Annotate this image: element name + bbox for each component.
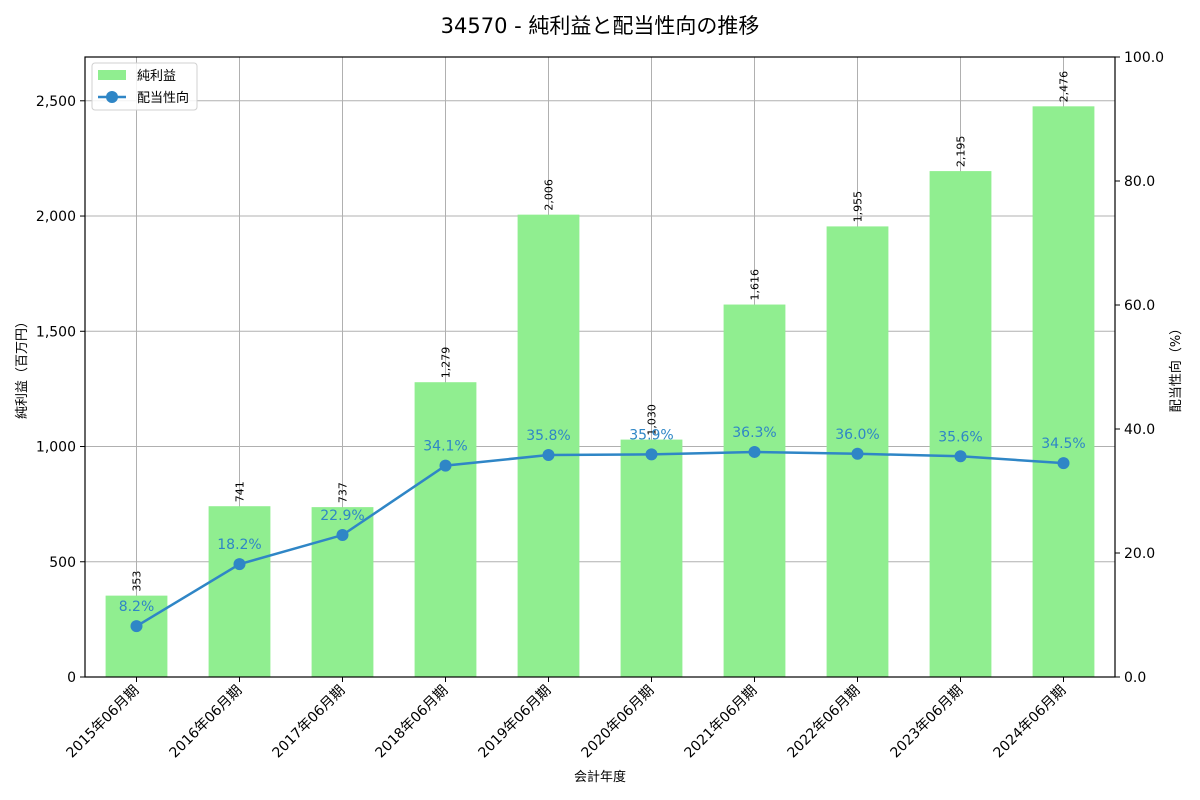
- line-marker: [1057, 457, 1070, 470]
- line-marker: [542, 449, 555, 462]
- line-series-payout-ratio: 8.2% 18.2% 22.9% 34.1% 35.8% 35.9% 36.3% 36.0% 3…: [119, 425, 1086, 633]
- line-marker: [954, 450, 967, 463]
- bar-series-net-income: 353 741 737 1,279 2,006 1,030 1,616 1,955 2,195 2…: [105, 71, 1095, 677]
- line-marker: [336, 529, 349, 542]
- y-tick-label: 1,500: [36, 324, 76, 340]
- line-marker: [645, 448, 658, 461]
- line-marker: [439, 459, 452, 472]
- y-tick-label: 1,000: [36, 440, 76, 456]
- bar: [517, 214, 580, 677]
- x-tick-label: 2015年06月期: [64, 683, 143, 762]
- y-tick-label: 500: [49, 555, 76, 571]
- bar: [620, 439, 683, 677]
- bar-value-label: 741: [234, 481, 247, 502]
- y2-tick-label: 60.0: [1124, 298, 1155, 314]
- line-value-label: 35.8%: [526, 428, 570, 444]
- y-axis-left: 0 500 1,000 1,500 2,000 2,500 純利益（百万円）: [15, 94, 85, 686]
- y-axis-label: 純利益（百万円）: [15, 315, 30, 419]
- bar-value-label: 1,279: [440, 347, 453, 379]
- x-axis: 2015年06月期 2016年06月期 2017年06月期 2018年06月期 2019…: [64, 677, 1070, 785]
- line-marker: [851, 447, 864, 460]
- legend-label-payout-ratio: 配当性向: [137, 90, 189, 106]
- legend-swatch-bar: [98, 70, 126, 80]
- line-marker: [233, 558, 246, 571]
- bar: [208, 506, 271, 677]
- legend-swatch-line: [106, 91, 118, 103]
- y-tick-label: 0: [67, 670, 76, 686]
- y2-tick-label: 0.0: [1124, 670, 1146, 686]
- bar-value-label: 737: [337, 482, 350, 503]
- x-tick-label: 2018年06月期: [373, 683, 452, 762]
- x-axis-label: 会計年度: [574, 769, 626, 785]
- x-tick-label: 2020年06月期: [579, 683, 658, 762]
- bar: [414, 382, 477, 677]
- bar-value-label: 1,955: [852, 191, 865, 223]
- y-axis-right: 0.0 20.0 40.0 60.0 80.0 100.0 配当性向（%）: [1115, 50, 1184, 686]
- chart-title: 34570 - 純利益と配当性向の推移: [440, 14, 760, 38]
- line-value-label: 18.2%: [217, 537, 261, 553]
- bar: [1032, 106, 1095, 677]
- bar-value-label: 2,006: [543, 179, 556, 211]
- line-value-label: 22.9%: [320, 508, 364, 524]
- x-tick-label: 2017年06月期: [270, 683, 349, 762]
- y-tick-label: 2,500: [36, 94, 76, 110]
- y2-tick-label: 20.0: [1124, 546, 1155, 562]
- plot-frame: [84, 56, 1116, 678]
- line-value-label: 35.6%: [938, 429, 982, 445]
- x-tick-label: 2022年06月期: [785, 683, 864, 762]
- line-value-label: 36.3%: [732, 425, 776, 441]
- line-value-label: 34.5%: [1041, 436, 1085, 452]
- line-value-label: 34.1%: [423, 439, 467, 455]
- x-tick-label: 2024年06月期: [991, 683, 1070, 762]
- x-tick-label: 2019年06月期: [476, 683, 555, 762]
- line-marker: [130, 620, 143, 633]
- bar-value-label: 2,476: [1058, 71, 1071, 103]
- bar: [105, 595, 168, 677]
- bar: [929, 171, 992, 677]
- bar-value-label: 1,616: [749, 269, 762, 301]
- line-value-label: 8.2%: [119, 599, 155, 615]
- bar-value-label: 1,030: [646, 404, 659, 436]
- y2-tick-label: 80.0: [1124, 174, 1155, 190]
- x-tick-label: 2021年06月期: [682, 683, 761, 762]
- legend-label-net-income: 純利益: [137, 69, 176, 84]
- line-value-label: 35.9%: [629, 427, 673, 443]
- line-marker: [748, 445, 761, 458]
- x-tick-label: 2016年06月期: [167, 683, 246, 762]
- bar-value-label: 353: [131, 571, 144, 592]
- y-tick-label: 2,000: [36, 209, 76, 225]
- y2-tick-label: 40.0: [1124, 422, 1155, 438]
- line-value-label: 36.0%: [835, 427, 879, 443]
- bar-value-label: 2,195: [955, 136, 968, 168]
- bar: [723, 304, 786, 677]
- x-tick-label: 2023年06月期: [888, 683, 967, 762]
- y2-tick-label: 100.0: [1124, 50, 1164, 66]
- y2-axis-label: 配当性向（%）: [1168, 322, 1184, 412]
